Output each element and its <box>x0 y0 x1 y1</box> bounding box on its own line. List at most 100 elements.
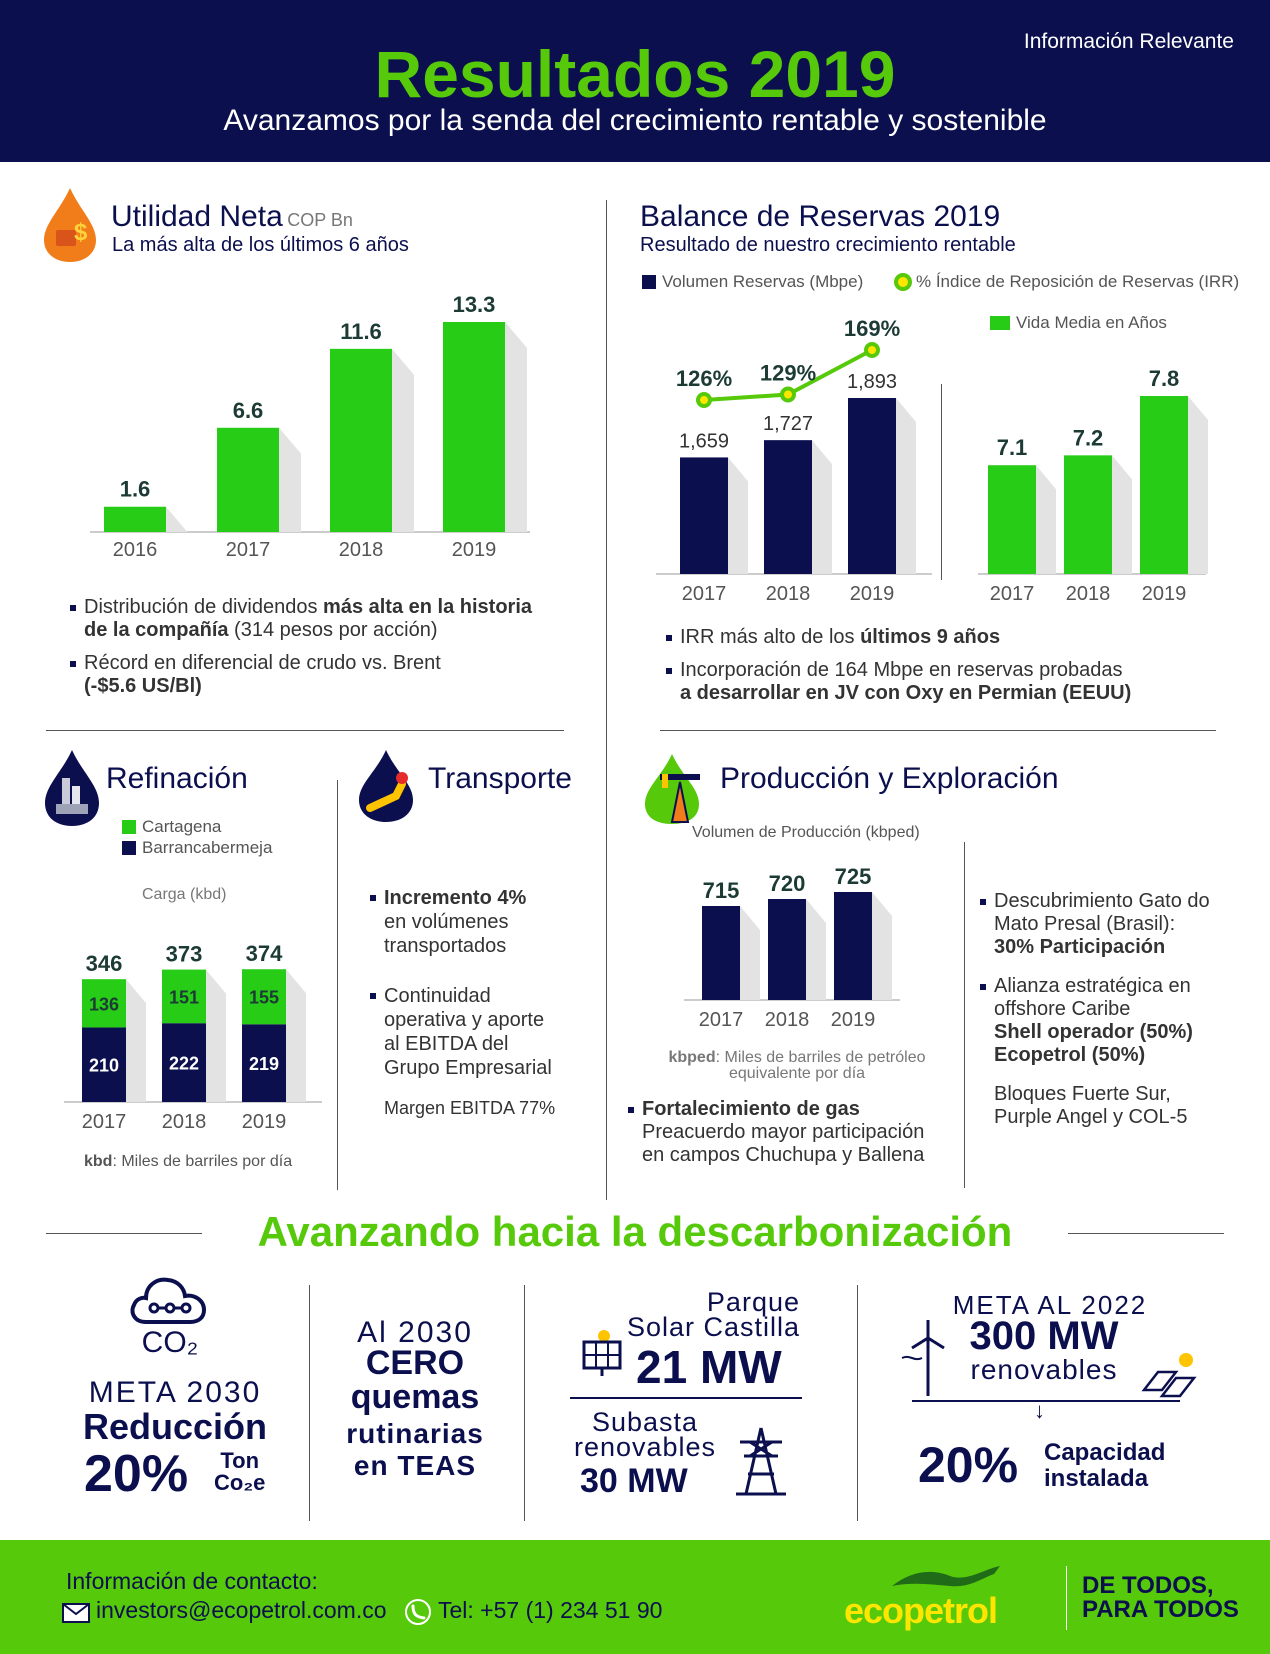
legend-volumen: Volumen Reservas (Mbpe) <box>642 272 863 292</box>
transporte-title: Transporte <box>428 762 572 795</box>
reservas-chart: 1,659 2017 1,727 2018 1,893 2019 126% 129% 169% <box>656 316 932 605</box>
legend-vida: Vida Media en Años <box>990 313 1167 333</box>
meta-300mw: 300 MW <box>969 1314 1119 1358</box>
produccion-year-label: 2018 <box>765 1009 810 1031</box>
utilidad-title: Utilidad Neta <box>111 200 283 233</box>
solar-21mw: 21 MW <box>636 1341 782 1393</box>
utilidad-value-label: 11.6 <box>340 319 382 344</box>
legend-volumen-swatch <box>642 275 656 289</box>
gas-bullet: Fortalecimiento de gas Preacuerdo mayor … <box>628 1098 958 1177</box>
utilidad-bar-shadow <box>392 348 414 532</box>
refinery-drop-icon <box>45 750 99 826</box>
transporte-bullet-1: Incremento 4% en volúmenes transportados <box>370 886 580 958</box>
wind-turbine-icon <box>901 1320 945 1396</box>
vida-year-label: 2017 <box>990 583 1035 605</box>
produccion-chart: 715 2017 720 2018 725 2019 <box>684 864 900 1031</box>
refinacion-bar-shadow <box>206 969 226 1102</box>
ecopetrol-logo: ecopetrol <box>844 1590 998 1631</box>
utilidad-year-label: 2016 <box>113 539 158 561</box>
produccion-value-label: 720 <box>769 871 806 896</box>
margen-ebitda: Margen EBITDA 77% <box>384 1098 556 1118</box>
electric-tower-icon <box>736 1427 786 1496</box>
reservas-value-label: 1,893 <box>847 371 897 393</box>
arrow-down-icon: ↓ <box>1034 1398 1045 1423</box>
capacidad-pct: 20% <box>918 1437 1019 1493</box>
utilidad-title-row: Utilidad Neta COP Bn <box>111 200 353 234</box>
refinacion-title: Refinación <box>106 762 248 795</box>
refinacion-transporte-divider <box>337 780 338 1190</box>
reduccion-label: Reducción <box>82 1406 268 1447</box>
gas-bullet-row: Fortalecimiento de gas Preacuerdo mayor … <box>628 1098 958 1167</box>
irr-value-label: 169% <box>844 316 900 341</box>
cloud-co2-icon <box>130 1277 207 1324</box>
vida-bar <box>1064 455 1112 574</box>
utilidad-value-label: 1.6 <box>120 477 151 502</box>
utilidad-bar-shadow <box>505 322 527 532</box>
contact-email-link[interactable]: investors@ecopetrol.com.co <box>96 1597 387 1623</box>
utilidad-unit: COP Bn <box>287 210 353 230</box>
produccion-bar <box>768 899 806 1000</box>
capacidad-label: Capacidad instalada <box>1044 1439 1166 1492</box>
reservas-year-label: 2017 <box>682 583 727 605</box>
carga-label: Carga (kbd) <box>142 886 227 903</box>
utilidad-bullet-1: Distribución de dividendos más alta en l… <box>70 596 580 642</box>
ton-co2e-label: Ton Co₂e <box>214 1448 266 1495</box>
reservas-bar <box>848 398 896 574</box>
oil-rig-drop-icon <box>645 754 700 824</box>
meta-2030-label: META 2030 <box>88 1376 262 1409</box>
refinacion-year-label: 2019 <box>242 1111 287 1133</box>
reservas-bar <box>764 440 812 574</box>
reservas-bullet-1: IRR más alto de los últimos 9 años <box>666 626 1226 649</box>
iguana-logo-icon <box>892 1566 1000 1587</box>
info-relevante-label: Información Relevante <box>1023 30 1234 53</box>
meta-2022-label: META AL 2022 <box>952 1290 1148 1320</box>
barranca-value-label: 219 <box>249 1054 279 1074</box>
reservas-year-label: 2019 <box>850 583 895 605</box>
vida-bar-shadow <box>1188 396 1208 574</box>
utilidad-bar-shadow <box>279 427 301 532</box>
produccion-bar-shadow <box>740 906 760 1000</box>
utilidad-bullet-2: Récord en diferencial de crudo vs. Brent… <box>70 652 580 698</box>
produccion-title: Producción y Exploración <box>720 762 1059 795</box>
reservas-chart-divider <box>941 384 942 580</box>
legend-vida-label: Vida Media en Años <box>1016 313 1167 332</box>
produccion-bar-shadow <box>872 892 892 1000</box>
subasta-30mw: 30 MW <box>580 1462 688 1500</box>
al-2030-label: Al 2030 <box>357 1316 473 1349</box>
utilidad-year-label: 2018 <box>339 539 384 561</box>
legend-volumen-label: Volumen Reservas (Mbpe) <box>662 272 864 291</box>
vida-value-label: 7.2 <box>1073 425 1104 450</box>
co2-label: CO₂ <box>141 1326 199 1359</box>
cartagena-bar <box>162 969 206 1024</box>
legend-barranca-label: Barrancabermeja <box>142 838 273 857</box>
svg-text:$: $ <box>74 219 88 246</box>
subasta-label: Subasta renovables <box>573 1407 717 1462</box>
logo-divider <box>1066 1566 1067 1630</box>
barranca-value-label: 222 <box>169 1054 199 1074</box>
legend-irr-marker <box>894 273 912 291</box>
reservas-year-label: 2018 <box>766 583 811 605</box>
vida-year-label: 2018 <box>1066 583 1111 605</box>
footer-banner <box>0 1540 1270 1654</box>
legend-barranca-swatch <box>122 841 136 855</box>
decarb-divider-2 <box>524 1285 525 1521</box>
decarb-line-right <box>1068 1233 1224 1234</box>
barranca-bar <box>82 1027 126 1102</box>
envelope-icon <box>62 1603 90 1623</box>
refinacion-year-label: 2018 <box>162 1111 207 1133</box>
parque-solar-label: Parque Solar Castilla <box>626 1287 800 1342</box>
left-divider <box>46 730 564 731</box>
vida-year-label: 2019 <box>1142 583 1187 605</box>
kbped-note: kbped: Miles de barriles de petróleo equ… <box>668 1049 926 1082</box>
cartagena-value-label: 151 <box>169 987 199 1007</box>
cartagena-value-label: 136 <box>89 994 119 1014</box>
produccion-year-label: 2017 <box>699 1009 744 1031</box>
legend-vida-swatch <box>990 316 1010 330</box>
utilidad-bar <box>104 506 166 532</box>
page-title: Resultados 2019 <box>374 37 896 111</box>
pipeline-drop-icon <box>359 750 413 822</box>
legend-barranca: Barrancabermeja <box>122 838 272 858</box>
cartagena-bar <box>82 979 126 1028</box>
exploracion-bullets: Descubrimiento Gato do Mato Presal (Bras… <box>980 890 1240 1129</box>
vida-bar-shadow <box>1036 465 1056 574</box>
